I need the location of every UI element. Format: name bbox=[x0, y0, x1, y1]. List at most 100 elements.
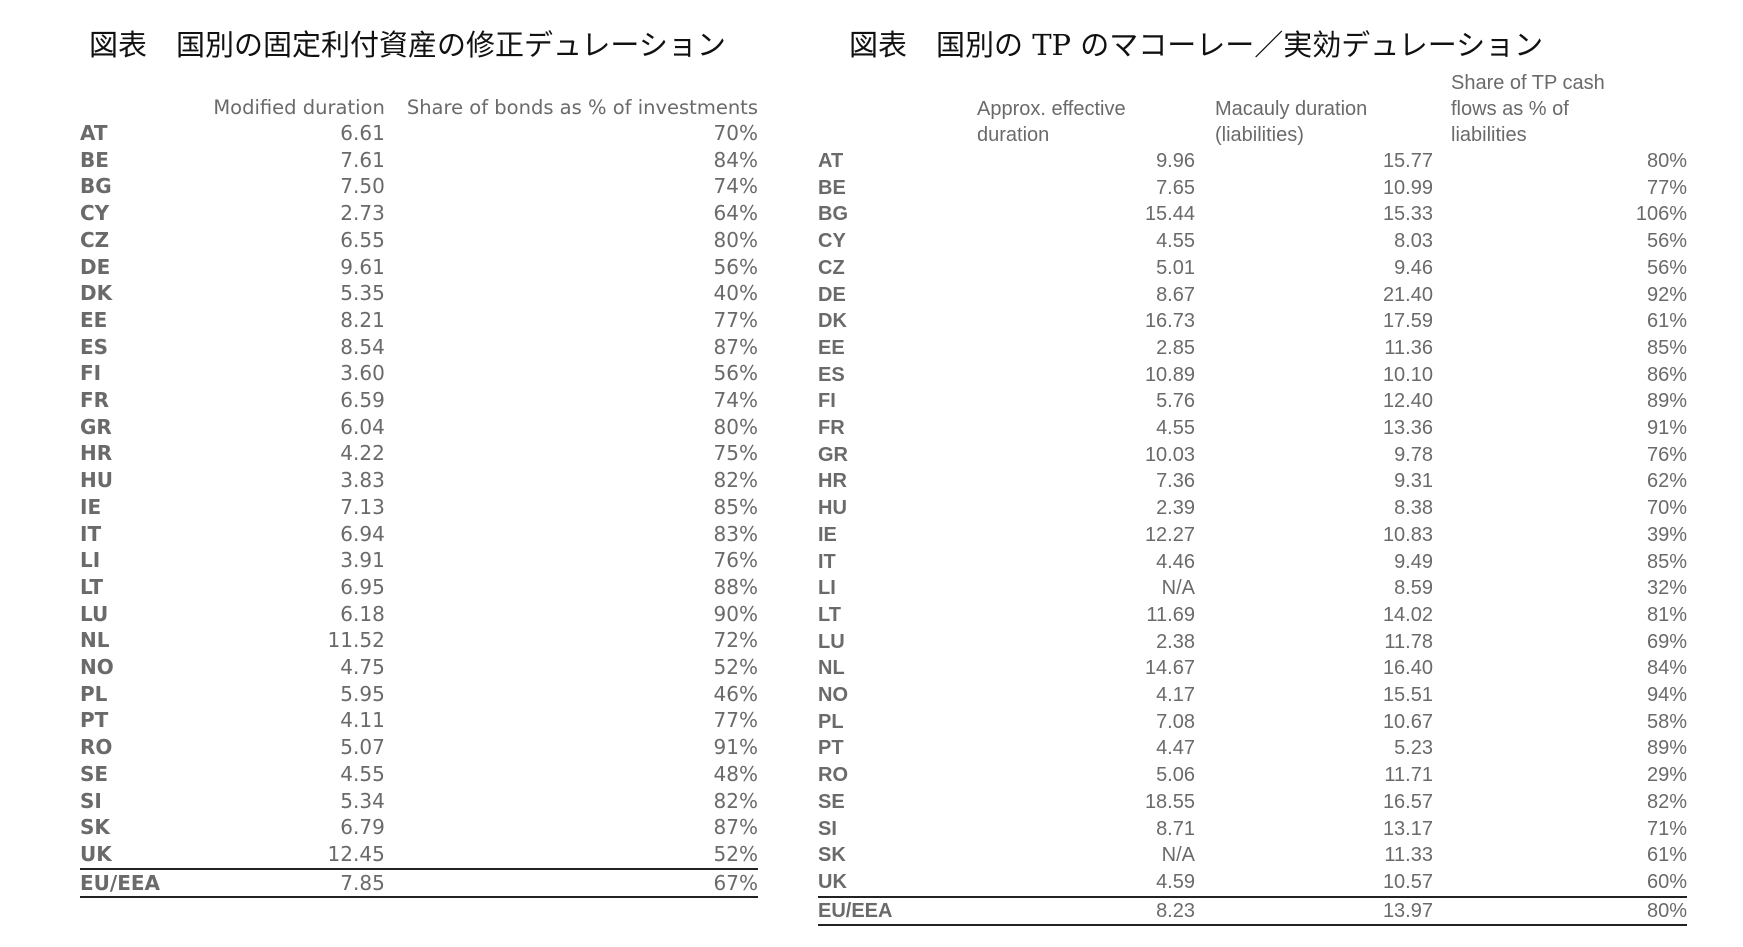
value-cell: 87% bbox=[713, 815, 758, 840]
header-modified-duration: Modified duration bbox=[213, 96, 385, 119]
table-row: HU 2.39 8.38 70% bbox=[818, 495, 1687, 522]
value-cell: 10.57 bbox=[1382, 870, 1433, 893]
value-cell: 62% bbox=[1646, 470, 1687, 493]
country-cell: SI bbox=[818, 817, 837, 840]
value-cell: 91% bbox=[1646, 417, 1687, 440]
value-cell: 82% bbox=[713, 788, 758, 813]
value-cell: 82% bbox=[1646, 790, 1687, 813]
country-cell: FI bbox=[80, 361, 102, 386]
value-cell: 3.91 bbox=[340, 548, 385, 573]
value-cell: 2.39 bbox=[1156, 497, 1195, 520]
value-cell: 9.96 bbox=[1156, 150, 1195, 172]
value-cell: 5.06 bbox=[1156, 764, 1195, 787]
country-cell: NO bbox=[80, 655, 114, 680]
table-row: PT 4.11 77% bbox=[80, 707, 758, 734]
tp-duration-table: Approx. effective duration Macauly durat… bbox=[818, 70, 1687, 927]
table-row: NL 11.52 72% bbox=[80, 627, 758, 654]
table-row: SK N/A 11.33 61% bbox=[818, 842, 1687, 869]
value-cell: 9.49 bbox=[1394, 550, 1433, 573]
value-cell: 6.18 bbox=[340, 601, 385, 626]
table-row: FI 3.60 56% bbox=[80, 360, 758, 387]
country-cell: SE bbox=[818, 790, 845, 813]
value-cell: 56% bbox=[713, 361, 758, 386]
value-cell: 75% bbox=[713, 441, 758, 466]
country-cell: RO bbox=[818, 764, 848, 787]
table-row: AT 6.61 70% bbox=[80, 120, 758, 147]
country-cell: HR bbox=[818, 470, 847, 493]
table-row: SI 8.71 13.17 71% bbox=[818, 816, 1687, 843]
table-row: NO 4.17 15.51 94% bbox=[818, 682, 1687, 709]
value-cell: 4.59 bbox=[1156, 870, 1195, 893]
table-row: CZ 6.55 80% bbox=[80, 227, 758, 254]
country-cell: GR bbox=[818, 443, 848, 466]
value-cell: 86% bbox=[1646, 363, 1687, 386]
value-cell: 5.35 bbox=[340, 281, 385, 306]
value-cell: 9.61 bbox=[340, 254, 385, 279]
table-row: IT 6.94 83% bbox=[80, 521, 758, 548]
value-cell: 61% bbox=[1646, 844, 1687, 867]
table-row: CY 4.55 8.03 56% bbox=[818, 228, 1687, 255]
header-macaulay-duration: Macauly duration (liabilities) bbox=[1215, 98, 1368, 146]
value-cell: 80% bbox=[713, 414, 758, 439]
table-row: LT 6.95 88% bbox=[80, 574, 758, 601]
value-cell: 4.22 bbox=[340, 441, 385, 466]
value-cell: 6.61 bbox=[340, 121, 385, 145]
country-cell: LU bbox=[80, 601, 109, 626]
country-cell: PT bbox=[818, 737, 844, 760]
value-cell: 64% bbox=[713, 201, 758, 226]
country-cell: DE bbox=[80, 254, 111, 279]
country-cell: NL bbox=[80, 628, 110, 653]
value-cell: 16.40 bbox=[1382, 657, 1433, 680]
table-row: BG 7.50 74% bbox=[80, 173, 758, 200]
table-row: PT 4.47 5.23 89% bbox=[818, 735, 1687, 762]
value-cell: 10.83 bbox=[1382, 523, 1433, 546]
table-row: LI 3.91 76% bbox=[80, 547, 758, 574]
value-cell: 6.95 bbox=[340, 574, 385, 599]
value-cell: 8.38 bbox=[1394, 497, 1433, 520]
value-cell: 11.71 bbox=[1384, 764, 1433, 787]
country-cell: BE bbox=[818, 176, 846, 199]
country-cell: NL bbox=[818, 657, 845, 680]
table-row: HR 4.22 75% bbox=[80, 440, 758, 467]
table-row: PL 7.08 10.67 58% bbox=[818, 709, 1687, 736]
country-cell: SI bbox=[80, 788, 102, 813]
country-cell: UK bbox=[80, 841, 112, 866]
value-cell: 7.61 bbox=[340, 147, 385, 172]
value-cell: 6.79 bbox=[340, 815, 385, 840]
table-row: ES 10.89 10.10 86% bbox=[818, 362, 1687, 389]
table-row: EE 8.21 77% bbox=[80, 307, 758, 334]
country-cell: IT bbox=[818, 550, 836, 573]
value-cell: 85% bbox=[1646, 336, 1687, 359]
value-cell: 7.08 bbox=[1156, 710, 1195, 733]
value-cell: 13.17 bbox=[1382, 817, 1433, 840]
value-cell: 48% bbox=[713, 761, 758, 786]
value-cell: 56% bbox=[1646, 256, 1687, 279]
table-row: GR 10.03 9.78 76% bbox=[818, 442, 1687, 469]
value-cell: 80% bbox=[1646, 150, 1687, 172]
value-cell: 71% bbox=[1646, 817, 1687, 840]
value-cell: 11.69 bbox=[1146, 603, 1195, 626]
value-cell: 5.95 bbox=[340, 681, 385, 706]
table-row: BE 7.65 10.99 77% bbox=[818, 175, 1687, 202]
value-cell: 10.10 bbox=[1382, 363, 1433, 386]
value-cell: 6.59 bbox=[340, 388, 385, 413]
value-cell: 12.45 bbox=[327, 841, 385, 866]
value-cell: 4.55 bbox=[1156, 230, 1195, 253]
table-row: SI 5.34 82% bbox=[80, 788, 758, 815]
value-cell: 84% bbox=[713, 147, 758, 172]
value-cell: 52% bbox=[713, 655, 758, 680]
value-cell: 4.46 bbox=[1156, 550, 1195, 573]
value-cell: 18.55 bbox=[1144, 790, 1195, 813]
country-cell: BG bbox=[818, 203, 848, 226]
value-cell: 15.33 bbox=[1382, 203, 1433, 226]
country-cell: SK bbox=[80, 815, 110, 840]
value-cell: 60% bbox=[1646, 870, 1687, 893]
value-cell: 5.76 bbox=[1156, 390, 1195, 413]
value-cell: 15.44 bbox=[1144, 203, 1195, 226]
table-row: FI 5.76 12.40 89% bbox=[818, 388, 1687, 415]
value-cell: 8.21 bbox=[340, 307, 385, 332]
table-row: SE 18.55 16.57 82% bbox=[818, 789, 1687, 816]
country-cell: FR bbox=[818, 417, 845, 440]
value-cell: 3.83 bbox=[340, 468, 385, 493]
country-cell: UK bbox=[818, 870, 847, 893]
